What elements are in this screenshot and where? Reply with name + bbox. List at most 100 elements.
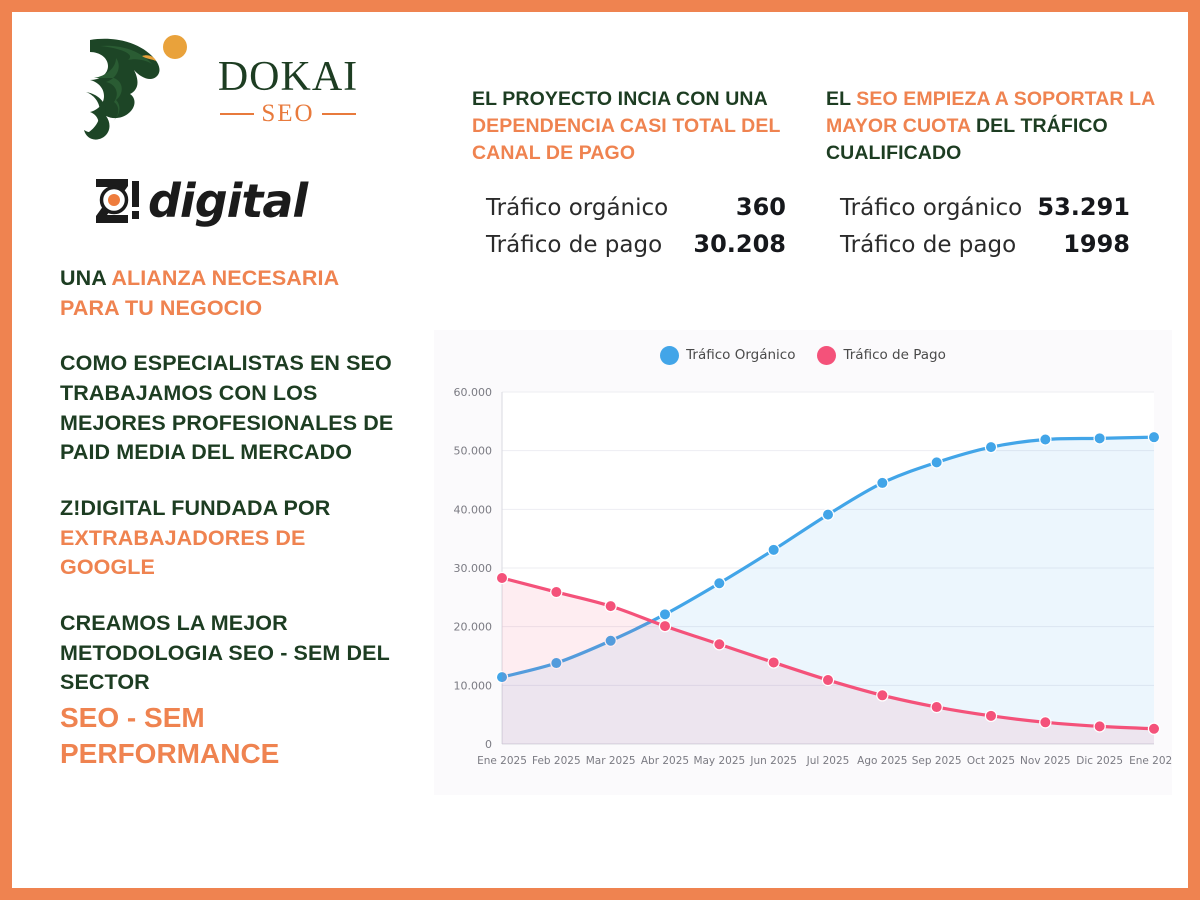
series-area-0 <box>502 437 1154 744</box>
x-axis-tick-label: Jun 2025 <box>749 755 796 767</box>
sidebar-text-highlight: EXTRABAJADORES DE GOOGLE <box>60 525 306 580</box>
y-axis-tick-label: 40.000 <box>454 503 493 516</box>
kpi-rows-final: Tráfico orgánico 53.291 Tráfico de pago … <box>826 193 1130 258</box>
data-point <box>767 543 780 557</box>
kpi-label: Tráfico de pago <box>486 231 663 258</box>
data-point <box>550 585 563 599</box>
data-point <box>495 571 509 585</box>
dokai-word: DOKAI <box>217 54 359 100</box>
data-point <box>550 656 563 670</box>
sidebar-block-metodologia: CREAMOS LA MEJOR METODOLOGIA SEO - SEM D… <box>60 609 400 698</box>
data-point <box>1093 720 1106 733</box>
kpi-rows-inicio: Tráfico orgánico 360 Tráfico de pago 30.… <box>472 193 786 258</box>
y-axis-tick-label: 50.000 <box>454 445 493 458</box>
kpi-label: Tráfico orgánico <box>486 194 669 221</box>
dokai-logo: DOKAI SEO <box>60 30 390 150</box>
x-axis-tick-label: Ene 2025 <box>477 755 527 767</box>
data-point <box>604 599 617 613</box>
sidebar-block-especialistas: COMO ESPECIALISTAS EN SEO TRABAJAMOS CON… <box>60 349 400 468</box>
chart-plot-area: 0 10.000 20.000 30.000 40.000 50.000 60.000 Ene… <box>434 376 1173 796</box>
x-axis-tick-label: Nov 2025 <box>1020 755 1071 767</box>
kpi-heading-plain-tail: DEL TRÁFICO CUALIFICADO <box>826 114 1108 164</box>
x-axis-tick-label: Jul 2025 <box>806 755 850 767</box>
zdigital-logo: digital <box>94 170 384 232</box>
kpi-label: Tráfico orgánico <box>840 194 1023 221</box>
x-axis-tick-label: Sep 2025 <box>912 755 962 767</box>
legend-color-swatch-icon <box>660 345 680 365</box>
y-axis-tick-label: 20.000 <box>454 621 493 634</box>
data-point <box>930 456 943 469</box>
kpi-area: EL PROYECTO INCIA CON UNA DEPENDENCIA CA… <box>472 86 1172 267</box>
y-axis-tick-label: 0 <box>485 738 492 751</box>
data-point <box>876 476 889 490</box>
y-axis-tick-label: 60.000 <box>454 386 493 399</box>
traffic-chart: Tráfico Orgánico Tráfico de Pago 0 10.000… <box>434 330 1172 795</box>
kpi-value: 360 <box>735 192 786 221</box>
dokai-seo-row: SEO <box>188 101 388 126</box>
x-axis-tick-label: Ene 2026 <box>1129 755 1172 767</box>
sidebar-block-fundada: Z!DIGITAL FUNDADA POR EXTRABAJADORES DE … <box>60 494 400 583</box>
x-axis-tick-label: Feb 2025 <box>532 755 581 767</box>
data-point <box>821 508 835 521</box>
data-point <box>658 608 672 621</box>
data-point <box>1039 716 1052 729</box>
data-point <box>1147 430 1161 444</box>
data-point <box>876 689 889 702</box>
kpi-value: 30.208 <box>693 229 786 258</box>
kpi-column-inicio: EL PROYECTO INCIA CON UNA DEPENDENCIA CA… <box>472 86 818 267</box>
data-point <box>1093 432 1106 445</box>
chart-svg: 0 10.000 20.000 30.000 40.000 50.000 60.000 Ene… <box>454 386 1173 767</box>
kpi-heading-plain: EL PROYECTO INCIA CON UNA <box>472 88 768 110</box>
data-point <box>713 638 726 651</box>
legend-item-organico[interactable]: Tráfico Orgánico <box>660 345 796 365</box>
legend-label: Tráfico Orgánico <box>686 347 796 363</box>
rule-right <box>321 112 356 115</box>
data-point <box>658 619 672 633</box>
data-point <box>495 670 509 684</box>
x-axis-tick-label: Ago 2025 <box>857 755 907 767</box>
kpi-row: Tráfico orgánico 360 <box>486 193 786 221</box>
data-point <box>984 440 998 454</box>
data-point <box>767 656 780 669</box>
sidebar-text-plain: UNA <box>60 266 112 290</box>
sidebar-headline-performance: SEO - SEM PERFORMANCE <box>60 701 280 770</box>
kpi-value: 53.291 <box>1037 192 1130 221</box>
kpi-heading-final: EL SEO EMPIEZA A SOPORTAR LA MAYOR CUOTA… <box>826 86 1172 167</box>
slide-canvas: DOKAI SEO digital <box>12 12 1188 888</box>
kpi-row: Tráfico orgánico 53.291 <box>840 193 1130 221</box>
x-axis-tick-label: Mar 2025 <box>586 755 636 767</box>
legend-item-pago[interactable]: Tráfico de Pago <box>817 345 946 365</box>
kpi-heading-highlight: DEPENDENCIA CASI TOTAL DEL CANAL DE PAGO <box>472 114 781 164</box>
zdigital-word: digital <box>148 174 308 228</box>
sidebar-text-plain: COMO ESPECIALISTAS EN SEO TRABAJAMOS CON… <box>60 351 394 465</box>
x-axis-tick-label: May 2025 <box>693 755 745 767</box>
x-axis-tick-label: Abr 2025 <box>641 755 689 767</box>
dokai-wordmark: DOKAI SEO <box>188 56 388 126</box>
dragon-icon <box>76 32 196 148</box>
chart-legend: Tráfico Orgánico Tráfico de Pago <box>434 330 1172 376</box>
data-point <box>821 673 835 687</box>
data-point <box>1147 722 1161 735</box>
dokai-seo-word: SEO <box>261 100 315 127</box>
left-column: DOKAI SEO digital <box>60 30 400 773</box>
kpi-row: Tráfico de pago 30.208 <box>486 230 786 258</box>
rule-left <box>220 112 255 115</box>
kpi-heading-highlight: SEO EMPIEZA A SOPORTAR LA MAYOR CUOTA <box>826 88 1155 137</box>
data-point <box>1039 433 1052 446</box>
legend-color-swatch-icon <box>817 345 837 365</box>
y-axis-tick-label: 10.000 <box>454 679 493 692</box>
kpi-heading-plain: EL <box>826 88 857 110</box>
sidebar-text-highlight: ALIANZA NECESARIA PARA TU NEGOCIO <box>60 266 339 320</box>
sidebar-text-plain: Z!DIGITAL FUNDADA POR <box>60 495 331 520</box>
kpi-row: Tráfico de pago 1998 <box>840 230 1130 258</box>
x-axis-tick-label: Dic 2025 <box>1076 755 1123 767</box>
sidebar-block-alianza: UNA ALIANZA NECESARIA PARA TU NEGOCIO <box>60 264 400 323</box>
kpi-column-final: EL SEO EMPIEZA A SOPORTAR LA MAYOR CUOTA… <box>818 86 1172 267</box>
kpi-value: 1998 <box>1063 229 1130 258</box>
kpi-label: Tráfico de pago <box>840 231 1017 258</box>
series-area-1 <box>502 577 1154 744</box>
kpi-heading-inicio: EL PROYECTO INCIA CON UNA DEPENDENCIA CA… <box>472 86 818 167</box>
legend-label: Tráfico de Pago <box>843 347 946 363</box>
data-point <box>984 709 998 723</box>
x-axis-tick-label: Oct 2025 <box>967 755 1015 767</box>
